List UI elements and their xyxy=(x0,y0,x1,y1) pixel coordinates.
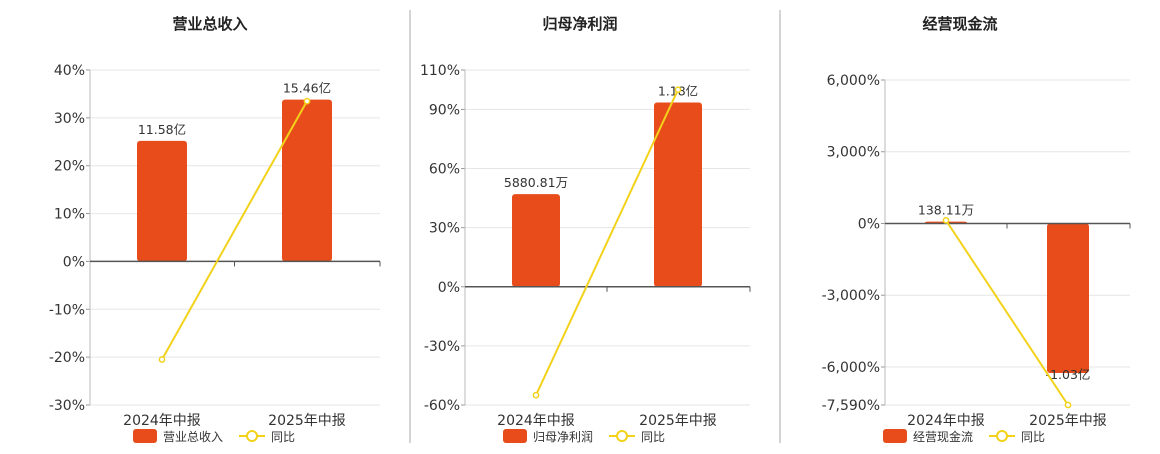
y-tick-label: 10% xyxy=(54,207,85,223)
y-tick-label: 0% xyxy=(438,280,460,296)
x-category-label: 2024年中报 xyxy=(907,413,985,429)
y-tick-label: -30% xyxy=(49,398,85,414)
bar-data-label: 11.58亿 xyxy=(138,122,186,137)
legend-line-label: 同比 xyxy=(641,430,665,444)
bar-data-label: -1.03亿 xyxy=(1046,367,1091,382)
yoy-point xyxy=(532,391,540,399)
legend-line-marker xyxy=(616,430,628,442)
y-tick-label: 90% xyxy=(429,102,460,118)
legend-line-label: 同比 xyxy=(271,430,295,444)
yoy-line xyxy=(161,100,308,361)
legend-bar-label: 营业总收入 xyxy=(163,430,223,444)
chart-title: 归母净利润 xyxy=(542,15,617,33)
x-category-label: 2025年中报 xyxy=(1029,413,1107,429)
y-tick-label: 0% xyxy=(858,216,880,232)
x-category-label: 2025年中报 xyxy=(639,413,717,429)
legend-line-marker xyxy=(996,430,1008,442)
bar xyxy=(512,194,560,287)
yoy-point xyxy=(158,356,166,363)
legend-bar-label: 经营现金流 xyxy=(913,429,973,444)
chart-title: 经营现金流 xyxy=(922,15,997,33)
bar xyxy=(654,102,702,287)
y-tick-label: 40% xyxy=(54,63,85,79)
bar xyxy=(282,99,332,262)
legend-bar-swatch xyxy=(133,429,157,443)
legend-line-label: 同比 xyxy=(1021,430,1045,444)
y-tick-label: -30% xyxy=(424,339,460,355)
yoy-line xyxy=(535,89,679,396)
y-tick-label: 6,000% xyxy=(827,73,880,89)
y-tick-label: 30% xyxy=(429,221,460,237)
y-tick-label: 0% xyxy=(63,254,85,270)
legend-bar-label: 归母净利润 xyxy=(533,430,593,444)
legend-bar-swatch xyxy=(503,429,527,443)
yoy-point xyxy=(1064,401,1072,409)
chart-panel-3: 经营现金流 6,000% 3,000% 0% -3,000% -6,000% -7,590%… xyxy=(779,10,1131,444)
yoy-line xyxy=(945,219,1069,406)
chart-panel-2: 归母净利润110%90%60%30%0%-30%-60%5880.81万1.18… xyxy=(409,10,751,444)
y-tick-label: -60% xyxy=(424,398,460,414)
chart-panel-1: 营业总收入 40% 30% 20% 10% 0% -10% -20% -30% 11.58亿 15.… xyxy=(49,15,381,444)
yoy-point xyxy=(674,86,682,94)
x-category-label: 2025年中报 xyxy=(268,413,346,429)
y-tick-label: 3,000% xyxy=(827,145,880,161)
bar xyxy=(1047,223,1089,373)
y-tick-label: -10% xyxy=(49,302,85,318)
yoy-point xyxy=(942,217,950,224)
y-tick-label: 60% xyxy=(429,162,460,178)
legend-line-marker xyxy=(246,430,258,442)
y-tick-label: 30% xyxy=(54,111,85,127)
x-category-label: 2024年中报 xyxy=(123,413,201,429)
yoy-point xyxy=(303,97,311,105)
y-tick-label: -7,590% xyxy=(822,398,880,414)
y-tick-label: 20% xyxy=(54,159,85,175)
bar-data-label: 15.46亿 xyxy=(283,81,331,96)
bar-data-label: 138.11万 xyxy=(918,203,974,218)
y-tick-label: -3,000% xyxy=(822,288,880,304)
chart-title: 营业总收入 xyxy=(172,15,247,33)
bar xyxy=(137,140,187,262)
bar-data-label: 5880.81万 xyxy=(504,175,568,190)
legend-bar-swatch xyxy=(883,429,907,443)
y-tick-label: -6,000% xyxy=(822,360,880,376)
x-category-label: 2024年中报 xyxy=(497,413,575,429)
y-tick-label: 110% xyxy=(420,63,460,79)
y-tick-label: -20% xyxy=(49,350,85,366)
